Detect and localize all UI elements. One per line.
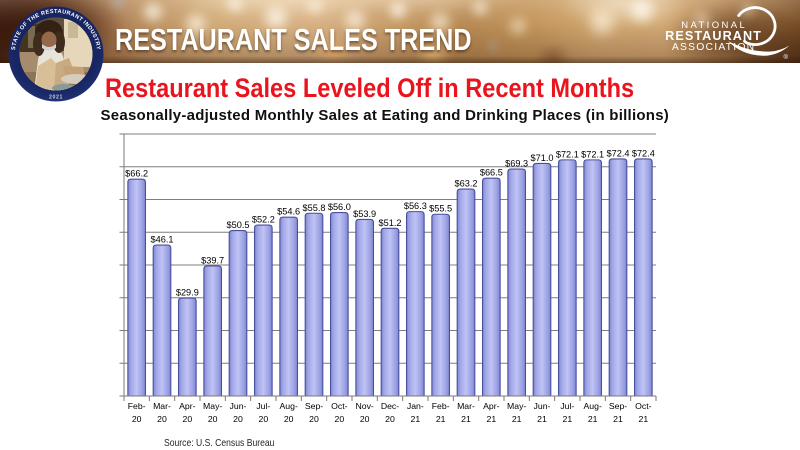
svg-text:$71.0: $71.0 <box>531 153 554 163</box>
svg-text:Jun-: Jun- <box>230 401 247 411</box>
svg-text:Jul-: Jul- <box>256 401 270 411</box>
svg-text:20: 20 <box>132 414 142 424</box>
svg-text:Mar-: Mar- <box>457 401 475 411</box>
svg-text:Aug-: Aug- <box>583 401 601 411</box>
svg-text:Source: U.S. Census Bureau: Source: U.S. Census Bureau <box>164 437 274 449</box>
svg-text:$54.6: $54.6 <box>277 207 300 217</box>
svg-text:20: 20 <box>360 414 370 424</box>
svg-text:$56.0: $56.0 <box>328 202 351 212</box>
svg-text:$29.9: $29.9 <box>176 288 199 298</box>
svg-text:Apr-: Apr- <box>179 401 196 411</box>
svg-text:Sep-: Sep- <box>305 401 323 411</box>
svg-text:20: 20 <box>182 414 192 424</box>
svg-text:20: 20 <box>258 414 268 424</box>
svg-text:21: 21 <box>512 414 522 424</box>
svg-text:Feb-: Feb- <box>432 401 450 411</box>
svg-text:Apr-: Apr- <box>483 401 500 411</box>
svg-text:$69.3: $69.3 <box>505 159 528 169</box>
svg-text:$46.1: $46.1 <box>151 235 174 245</box>
svg-text:21: 21 <box>638 414 648 424</box>
svg-text:$66.5: $66.5 <box>480 168 503 178</box>
svg-text:Sep-: Sep- <box>609 401 627 411</box>
svg-text:20: 20 <box>309 414 319 424</box>
svg-text:Oct-: Oct- <box>331 401 348 411</box>
svg-text:21: 21 <box>436 414 446 424</box>
svg-text:$53.9: $53.9 <box>353 209 376 219</box>
svg-text:$72.4: $72.4 <box>607 148 630 158</box>
svg-text:$56.3: $56.3 <box>404 201 427 211</box>
svg-text:21: 21 <box>562 414 572 424</box>
svg-text:21: 21 <box>410 414 420 424</box>
svg-text:$72.1: $72.1 <box>581 149 604 159</box>
svg-text:20: 20 <box>334 414 344 424</box>
svg-text:$63.2: $63.2 <box>455 179 478 189</box>
svg-text:$50.5: $50.5 <box>227 220 250 230</box>
svg-text:$72.1: $72.1 <box>556 149 579 159</box>
svg-text:20: 20 <box>233 414 243 424</box>
svg-text:Jan-: Jan- <box>407 401 424 411</box>
svg-text:$39.7: $39.7 <box>201 255 224 265</box>
svg-text:$52.2: $52.2 <box>252 215 275 225</box>
svg-text:$66.2: $66.2 <box>125 169 148 179</box>
svg-text:21: 21 <box>486 414 496 424</box>
svg-text:20: 20 <box>385 414 395 424</box>
svg-text:$55.8: $55.8 <box>303 203 326 213</box>
svg-text:Oct-: Oct- <box>635 401 652 411</box>
svg-text:Dec-: Dec- <box>381 401 399 411</box>
svg-text:21: 21 <box>461 414 471 424</box>
svg-text:Jul-: Jul- <box>560 401 574 411</box>
svg-text:Jun-: Jun- <box>534 401 551 411</box>
svg-text:20: 20 <box>157 414 167 424</box>
svg-text:®: ® <box>784 54 789 61</box>
svg-text:2021: 2021 <box>49 95 63 101</box>
svg-text:May-: May- <box>507 401 526 411</box>
svg-text:$72.4: $72.4 <box>632 148 655 158</box>
svg-text:$51.2: $51.2 <box>379 218 402 228</box>
svg-text:$55.5: $55.5 <box>429 204 452 214</box>
svg-text:21: 21 <box>537 414 547 424</box>
svg-text:Aug-: Aug- <box>279 401 297 411</box>
svg-text:Feb-: Feb- <box>128 401 146 411</box>
svg-text:Nov-: Nov- <box>355 401 373 411</box>
svg-text:21: 21 <box>613 414 623 424</box>
svg-text:May-: May- <box>203 401 222 411</box>
svg-text:Mar-: Mar- <box>153 401 171 411</box>
svg-text:21: 21 <box>588 414 598 424</box>
svg-text:20: 20 <box>208 414 218 424</box>
svg-text:20: 20 <box>284 414 294 424</box>
